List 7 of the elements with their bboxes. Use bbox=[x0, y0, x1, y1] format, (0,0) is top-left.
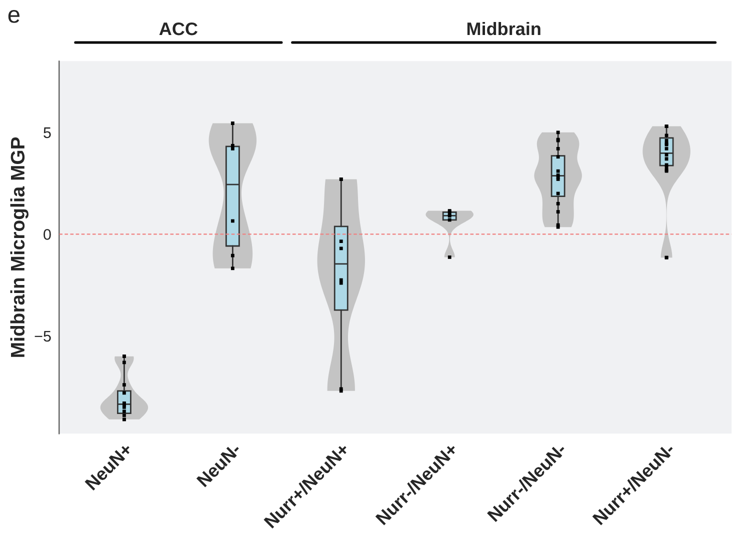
text: ACC bbox=[159, 22, 198, 36]
y-axis-title: Midbrain Microglia MGP bbox=[10, 137, 29, 357]
text: e bbox=[8, 10, 20, 23]
y-tick-label: −5 bbox=[34, 330, 51, 342]
y-tick-label: 5 bbox=[44, 127, 51, 138]
y-tick-label: 0 bbox=[44, 229, 51, 240]
text: Midbrain bbox=[467, 22, 540, 36]
